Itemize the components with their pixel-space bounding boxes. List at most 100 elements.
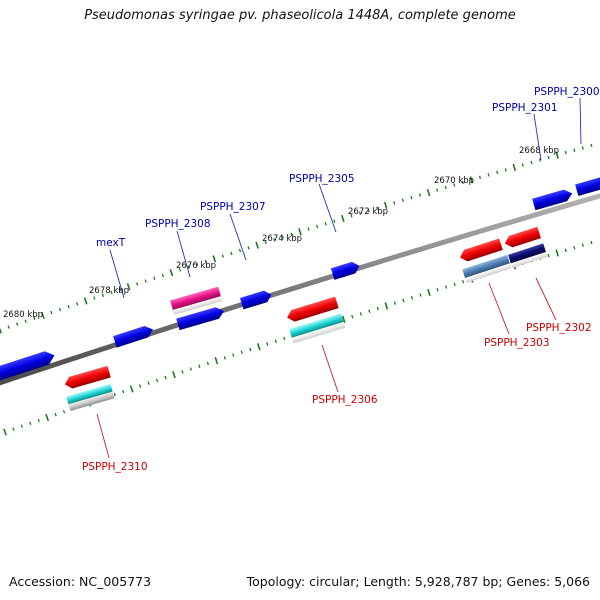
scale-tick-minor — [368, 309, 371, 313]
leader-line — [533, 113, 542, 161]
scale-tick-minor — [238, 248, 242, 253]
scale-tick-major — [0, 327, 2, 334]
scale-tick-minor — [247, 246, 250, 250]
scale-tick-minor — [20, 424, 24, 428]
gene-label-pspph-2306[interactable]: PSPPH_2306 — [312, 394, 378, 406]
gene-label-pspph-2308[interactable]: PSPPH_2308 — [145, 218, 211, 230]
scale-tick-minor — [590, 143, 593, 148]
scale-tick-minor — [487, 173, 490, 177]
forward-gene-labels: PSPPH_2300 PSPPH_2301 PSPPH_2305 PSPPH_2… — [96, 86, 600, 299]
scale-tick-minor — [113, 392, 116, 397]
scale-tick-minor — [221, 254, 224, 258]
scale-tick-minor — [453, 183, 456, 187]
gene-arrow-pspph-2301[interactable] — [532, 188, 574, 211]
scale-tick-minor — [122, 389, 125, 394]
scale-label-2676: 2676 kbp — [176, 261, 216, 271]
gene-arrow-pspph-2302-red[interactable] — [503, 226, 541, 250]
scale-tick-minor — [590, 240, 593, 245]
scale-tick-major — [341, 315, 346, 323]
leader-line — [176, 230, 191, 278]
scale-tick-major — [172, 371, 176, 379]
gene-arrow-pspph-2306-red[interactable] — [285, 296, 339, 324]
scale-tick-minor — [564, 150, 567, 155]
leader-line — [318, 183, 337, 233]
gene-arrow-pspph-2300[interactable] — [575, 172, 600, 197]
gene-arrow-pspph-2303-red[interactable] — [458, 238, 503, 263]
gene-arrow-pspph-2306[interactable] — [289, 313, 346, 344]
scale-tick-minor — [419, 293, 422, 297]
scale-tick-major — [83, 297, 88, 305]
scale-tick-minor — [351, 314, 354, 319]
gene-arrow-pspph-2307b[interactable] — [239, 289, 273, 310]
gene-label-pspph-2310[interactable]: PSPPH_2310 — [82, 461, 148, 473]
gene-arrow-pspph-2307[interactable] — [176, 305, 225, 331]
scale-label-2670: 2670 kbp — [434, 176, 474, 186]
scale-tick-minor — [101, 293, 105, 297]
scale-tick-minor — [401, 198, 404, 202]
scale-tick-major — [469, 176, 474, 184]
scale-tick-minor — [273, 238, 276, 242]
gene-arrow-left-edge[interactable] — [0, 349, 57, 381]
gene-arrow-pspph-2305[interactable] — [330, 260, 361, 280]
scale-tick-minor — [240, 350, 243, 355]
gene-label-pspph-2305[interactable]: PSPPH_2305 — [289, 173, 355, 185]
leader-line — [229, 213, 247, 261]
scale-tick-major — [427, 288, 431, 296]
reverse-gene-labels: PSPPH_2302 PSPPH_2303 PSPPH_2306 PSPPH_2… — [82, 277, 592, 473]
scale-tick-minor — [496, 170, 499, 175]
scale-tick-minor — [358, 211, 362, 215]
scale-label-2668: 2668 kbp — [519, 146, 559, 156]
scale-tick-major — [426, 188, 431, 197]
gene-arrow-pspph-2303[interactable] — [462, 254, 512, 283]
scale-tick-minor — [359, 312, 362, 316]
scale-tick-minor — [196, 262, 199, 267]
gene-arrow-pspph-2310[interactable] — [66, 383, 115, 411]
scale-tick-minor — [573, 148, 576, 152]
scale-tick-minor — [147, 381, 150, 385]
scale-tick-major — [126, 283, 131, 291]
scale-tick-minor — [181, 370, 184, 374]
leader-line — [579, 97, 582, 145]
gene-label-pspph-2307[interactable]: PSPPH_2307 — [200, 201, 266, 213]
gene-label-pspph-2300[interactable]: PSPPH_2300 — [534, 86, 600, 98]
gene-label-mext[interactable]: mexT — [96, 237, 126, 249]
scale-tick-minor — [333, 219, 336, 223]
scale-tick-minor — [189, 367, 193, 371]
scale-tick-major — [555, 151, 559, 159]
scale-tick-minor — [444, 185, 447, 190]
scale-tick-minor — [33, 316, 36, 321]
scale-tick-minor — [367, 208, 370, 213]
scale-label-2680: 2680 kbp — [3, 310, 43, 320]
scale-tick-minor — [118, 287, 122, 292]
gene-label-pspph-2303[interactable]: PSPPH_2303 — [484, 337, 550, 349]
scale-tick-minor — [581, 243, 584, 247]
scale-tick-minor — [164, 375, 167, 380]
scale-tick-minor — [564, 248, 567, 253]
scale-tick-minor — [155, 378, 159, 383]
scale-tick-major — [214, 357, 219, 365]
scale-tick-minor — [316, 224, 319, 229]
gene-label-pspph-2302[interactable]: PSPPH_2302 — [526, 322, 592, 334]
scale-tick-major — [384, 302, 389, 310]
forward-scale-ticks — [0, 143, 593, 334]
scale-tick-major — [512, 163, 517, 172]
gene-arrow-pspph-2302[interactable] — [508, 243, 548, 269]
scale-tick-minor — [135, 282, 139, 286]
scale-tick-major — [255, 241, 259, 249]
accession-text: Accession: NC_005773 — [9, 574, 152, 589]
gene-label-pspph-2301[interactable]: PSPPH_2301 — [492, 102, 558, 114]
scale-tick-minor — [547, 253, 550, 258]
scale-tick-minor — [266, 342, 269, 346]
leader-line — [535, 277, 557, 321]
scale-tick-minor — [504, 168, 507, 172]
scale-tick-minor — [67, 304, 70, 309]
gene-arrow-pspph-2308[interactable] — [170, 286, 223, 315]
scale-tick-major — [40, 311, 45, 319]
scale-tick-minor — [530, 160, 533, 165]
scale-tick-minor — [453, 282, 456, 287]
scale-tick-major — [129, 385, 134, 393]
gene-arrow-pspph-2310-red[interactable] — [63, 365, 111, 390]
gene-arrow-mext[interactable] — [113, 324, 155, 348]
scale-tick-minor — [178, 268, 182, 272]
